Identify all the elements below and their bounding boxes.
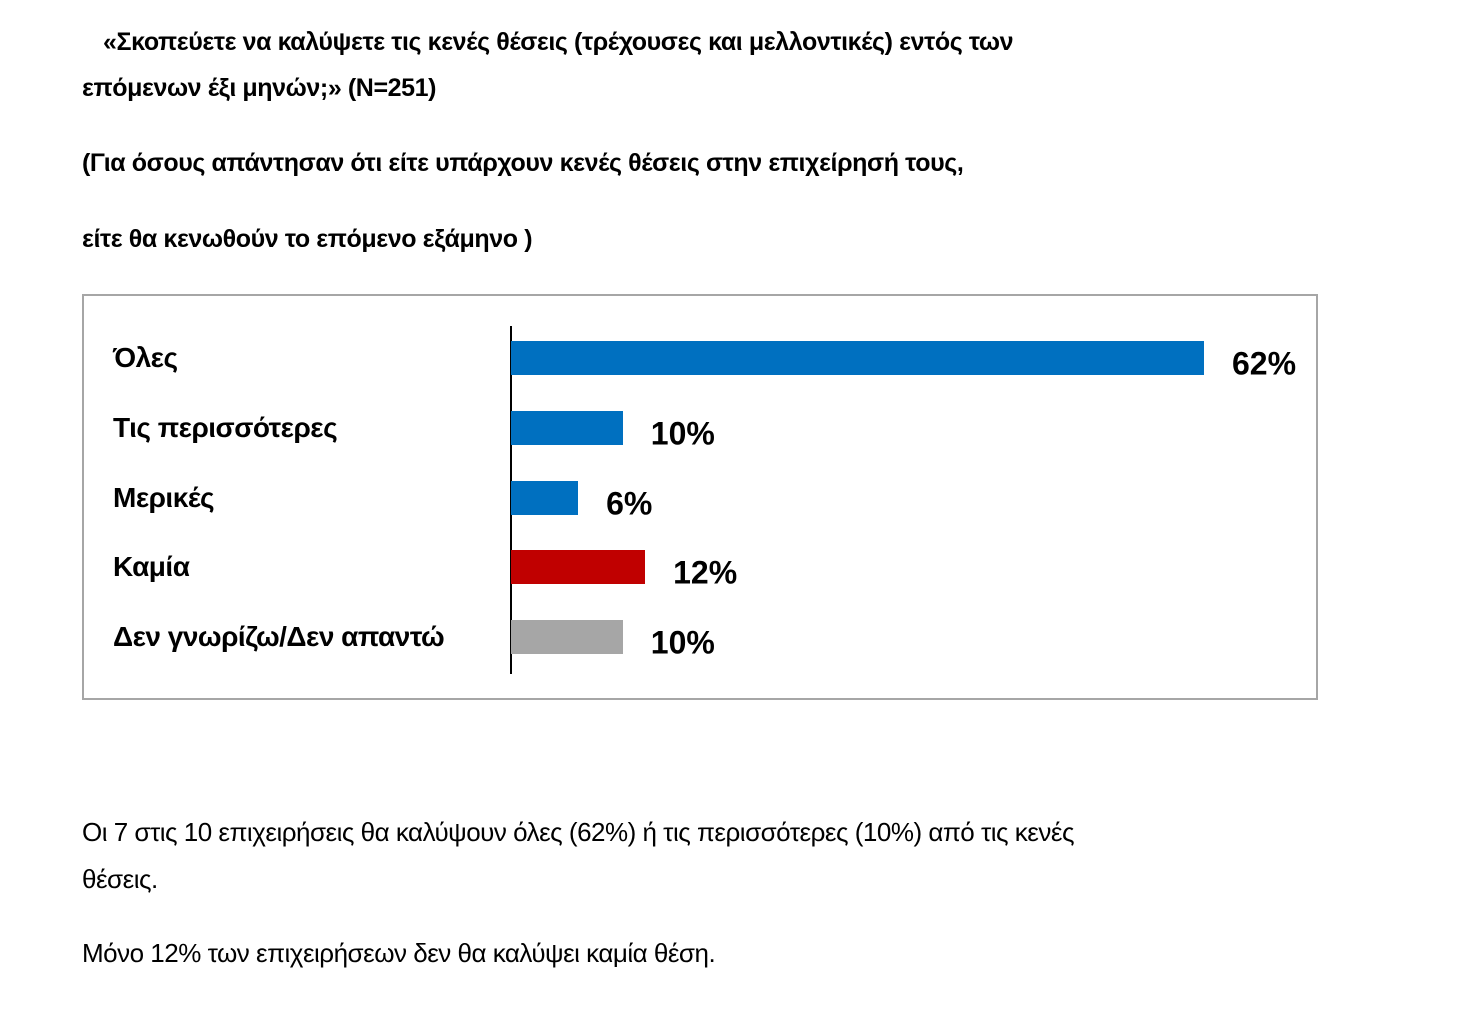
category-label: Μερικές	[113, 482, 215, 513]
bar	[511, 550, 646, 584]
data-label: 12%	[673, 554, 738, 591]
question-line-2: επόμενων έξι μηνών;» (N=251)	[82, 74, 437, 102]
bar	[511, 341, 1204, 375]
question-line-1: «Σκοπεύετε να καλύψετε τις κενές θέσεις …	[103, 28, 1014, 56]
category-label: Καμία	[113, 551, 190, 582]
summary-line-2: θέσεις.	[82, 864, 158, 894]
bar-chart: Όλες 62% Τις περισσότερες 10% Μερικές 6% Καμία…	[82, 294, 1318, 700]
category-label: Τις περισσότερες	[113, 412, 338, 443]
note-line-1: (Για όσους απάντησαν ότι είτε υπάρχουν κ…	[82, 149, 964, 177]
note-line-2: είτε θα κενωθούν το επόμενο εξάμηνο )	[82, 225, 533, 253]
data-label: 10%	[650, 415, 715, 452]
data-label: 62%	[1232, 345, 1297, 382]
category-label: Όλες	[113, 342, 178, 373]
category-label: Δεν γνωρίζω/Δεν απαντώ	[113, 621, 445, 652]
bar	[511, 620, 623, 654]
summary-paragraph-2: Μόνο 12% των επιχειρήσεων δεν θα καλύψει…	[82, 938, 716, 968]
bar	[511, 481, 579, 515]
bar	[511, 411, 623, 445]
summary-line-1: Οι 7 στις 10 επιχειρήσεις θα καλύψουν όλ…	[82, 817, 1075, 847]
data-label: 6%	[606, 485, 653, 522]
data-label: 10%	[650, 624, 715, 661]
